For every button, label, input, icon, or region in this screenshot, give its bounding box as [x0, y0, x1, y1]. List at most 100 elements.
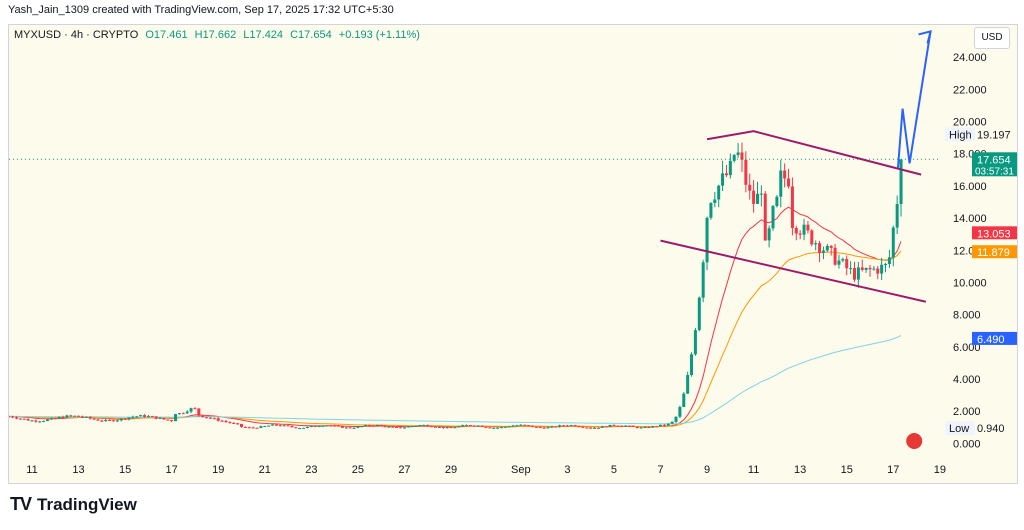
candle-body [232, 422, 236, 424]
candle-body [527, 425, 531, 427]
candle-body [627, 425, 631, 427]
candle-body [779, 170, 783, 197]
candle-body [643, 426, 647, 428]
candle-body [534, 426, 538, 428]
legend-close: C17.654 [290, 29, 332, 41]
price-label-name: Low [949, 423, 969, 435]
candle-body [686, 374, 690, 394]
candle-body [484, 426, 488, 428]
candle-body [833, 247, 837, 265]
candle-body [775, 196, 779, 207]
candle-body [406, 426, 410, 428]
candle-body [414, 425, 418, 427]
legend-high: H17.662 [194, 29, 237, 41]
candle-body [542, 427, 546, 429]
y-tick-label: 24.000 [953, 52, 987, 64]
x-tick-label: 9 [704, 464, 710, 476]
price-label-value: 19.197 [977, 129, 1011, 141]
candle-body [503, 426, 507, 428]
candle-body [119, 418, 123, 421]
candle-body [589, 427, 593, 429]
candle-body [135, 416, 139, 418]
candle-body [11, 416, 15, 418]
candle-body [88, 416, 92, 419]
candle-body [880, 264, 884, 274]
projection-arrowhead [918, 30, 932, 44]
candle-body [554, 426, 558, 428]
y-tick-label: 20.000 [953, 117, 987, 129]
candle-body [131, 416, 135, 418]
y-tick-label: 16.000 [953, 181, 987, 193]
x-tick-label: 13 [72, 464, 84, 476]
candle-body [837, 260, 841, 265]
candle-body [236, 423, 240, 425]
ohlc-legend: MYXUSD · 4h · CRYPTO O17.461 H17.662 L17… [14, 29, 424, 41]
candle-body [651, 426, 655, 428]
candle-body [189, 408, 193, 412]
candle-body [794, 227, 798, 234]
channel-upper-trendline[interactable] [706, 130, 922, 176]
x-tick-label: 15 [119, 464, 131, 476]
ema-long-line [9, 334, 902, 425]
x-tick-label: 17 [166, 464, 178, 476]
candle-body [856, 267, 860, 280]
candle-body [449, 427, 453, 429]
candle-body [108, 419, 112, 421]
candle-body [410, 426, 414, 428]
candle-body [286, 425, 290, 427]
candle-body [201, 415, 205, 418]
candle-body [80, 416, 84, 418]
candle-body [177, 413, 181, 415]
candle-body [185, 411, 189, 414]
candle-body [158, 417, 162, 419]
candle-body [453, 427, 457, 429]
candle-body [333, 425, 337, 427]
tradingview-logo[interactable]: TV TradingView [10, 494, 137, 515]
x-tick-label: 23 [305, 464, 317, 476]
candle-body [399, 427, 403, 429]
x-tick-label: 17 [887, 464, 899, 476]
candle-body [38, 421, 42, 423]
candle-body [705, 217, 709, 263]
candle-body [802, 224, 806, 235]
x-tick-label: 19 [934, 464, 946, 476]
candle-body [709, 203, 713, 218]
chart-frame[interactable]: 0.000 2.000 4.000 6.000 8.000 10.000 12.000 14.… [8, 24, 1018, 484]
price-label-box [972, 226, 1017, 240]
candle-body [736, 152, 740, 155]
candle-body [787, 178, 791, 187]
candle-body [752, 190, 756, 204]
candle-body [511, 425, 515, 427]
candle-body [146, 416, 150, 418]
candle-body [818, 243, 822, 253]
tradingview-logo-icon: TV [10, 494, 32, 514]
candle-body [732, 154, 736, 161]
candle-body [305, 426, 309, 428]
candle-body [480, 425, 484, 427]
currency-button[interactable]: USD [974, 27, 1010, 49]
candle-body [670, 421, 674, 424]
legend-open: O17.461 [145, 29, 188, 41]
y-tick-label: 14.000 [953, 213, 987, 225]
candle-body [278, 425, 282, 427]
candle-body [317, 425, 321, 427]
x-tick-label: 11 [748, 464, 759, 476]
candle-body [593, 427, 597, 429]
candle-body [476, 425, 480, 427]
candle-body [655, 426, 659, 428]
projection-arrow-path[interactable] [896, 31, 932, 169]
x-tick-label: 29 [445, 464, 457, 476]
price-label-value: 17.654 [977, 154, 1011, 166]
x-tick-label: 11 [26, 464, 37, 476]
price-chart[interactable]: 0.0002.0004.0006.0008.00010.00012.00014.… [9, 25, 1017, 483]
channel-lower-trendline[interactable] [660, 239, 927, 303]
candle-body [849, 268, 853, 270]
candle-body [143, 415, 147, 417]
x-tick-label: 13 [794, 464, 806, 476]
candle-body [53, 418, 57, 420]
candle-body [387, 426, 391, 428]
candle-body [771, 206, 775, 229]
candle-body [701, 262, 705, 298]
candle-body [662, 424, 666, 426]
candle-body [92, 418, 96, 420]
